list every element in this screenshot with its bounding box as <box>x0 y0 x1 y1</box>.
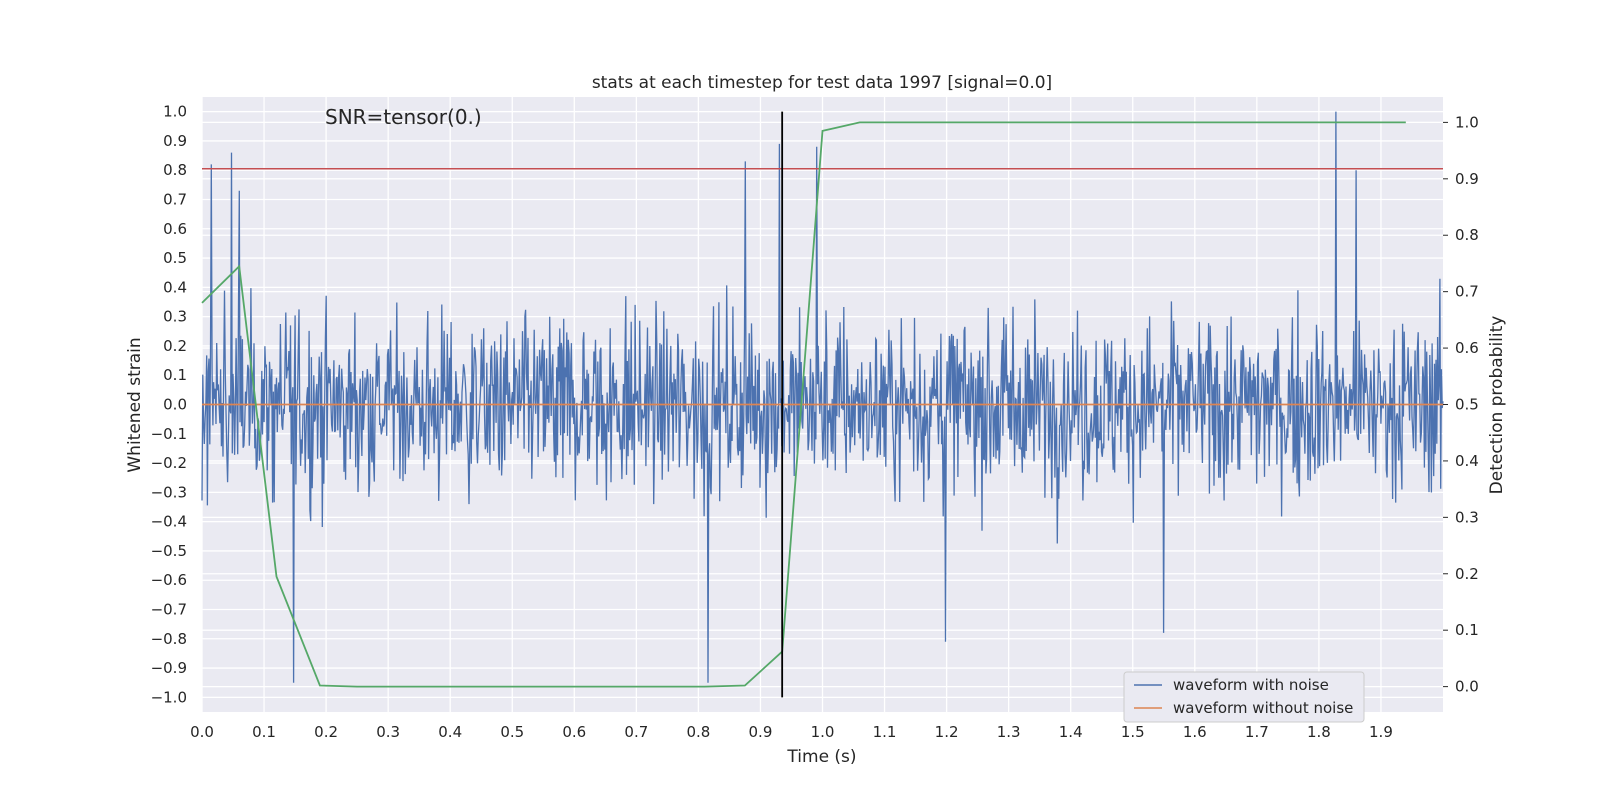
y-tick-label: −0.6 <box>151 571 187 589</box>
right-y-tick-label: 0.5 <box>1455 396 1479 414</box>
x-tick-label: 0.6 <box>562 723 586 741</box>
right-y-tick-label: 0.4 <box>1455 452 1479 470</box>
x-tick-label: 1.1 <box>873 723 897 741</box>
y-tick-label: −1.0 <box>151 688 187 706</box>
x-tick-label: 0.8 <box>686 723 710 741</box>
x-tick-label: 0.1 <box>252 723 276 741</box>
y-tick-label: 0.7 <box>163 191 187 209</box>
chart-title: stats at each timestep for test data 199… <box>592 73 1052 93</box>
y-tick-label: 0.1 <box>163 366 187 384</box>
y-tick-label: 0.3 <box>163 308 187 326</box>
y-tick-label: −0.2 <box>151 454 187 472</box>
series-waveform-with-noise <box>201 111 1444 683</box>
right-y-axis-label: Detection probability <box>1487 316 1507 495</box>
series-detection-probability <box>201 121 1406 688</box>
x-tick-label: 1.8 <box>1307 723 1331 741</box>
y-tick-label: 0.9 <box>163 132 187 150</box>
legend-label-noise: waveform with noise <box>1173 676 1329 694</box>
y-tick-label: 1.0 <box>163 103 187 121</box>
y-tick-label: −0.4 <box>151 513 187 531</box>
x-tick-label: 1.9 <box>1369 723 1393 741</box>
x-tick-label: 1.3 <box>997 723 1021 741</box>
x-axis-label: Time (s) <box>786 747 856 767</box>
y-tick-label: 0.4 <box>163 278 187 296</box>
x-tick-label: 1.5 <box>1121 723 1145 741</box>
right-y-tick-label: 0.0 <box>1455 678 1479 696</box>
x-tick-label: 1.6 <box>1183 723 1207 741</box>
x-tick-label: 1.4 <box>1059 723 1083 741</box>
right-y-tick-label: 1.0 <box>1455 113 1479 131</box>
x-tick-label: 0.4 <box>438 723 462 741</box>
y-tick-label: −0.9 <box>151 659 187 677</box>
x-tick-label: 0.7 <box>624 723 648 741</box>
y-tick-label: −0.8 <box>151 630 187 648</box>
x-tick-label: 1.2 <box>935 723 959 741</box>
x-tick-label: 0.2 <box>314 723 338 741</box>
y-tick-label: −0.7 <box>151 601 187 619</box>
right-y-tick-label: 0.6 <box>1455 339 1479 357</box>
right-y-tick-label: 0.9 <box>1455 170 1479 188</box>
x-tick-label: 1.0 <box>811 723 835 741</box>
y-tick-label: −0.5 <box>151 542 187 560</box>
right-y-tick-label: 0.3 <box>1455 508 1479 526</box>
x-tick-label: 1.7 <box>1245 723 1269 741</box>
y-tick-label: 0.5 <box>163 249 187 267</box>
right-y-tick-label: 0.7 <box>1455 283 1479 301</box>
snr-annotation: SNR=tensor(0.) <box>325 105 482 129</box>
x-tick-label: 0.0 <box>190 723 214 741</box>
right-y-tick-label: 0.2 <box>1455 565 1479 583</box>
y-tick-label: 0.2 <box>163 337 187 355</box>
y-tick-label: −0.1 <box>151 425 187 443</box>
x-tick-label: 0.9 <box>749 723 773 741</box>
y-tick-label: 0.0 <box>163 396 187 414</box>
y-tick-label: −0.3 <box>151 483 187 501</box>
legend: waveform with noise waveform without noi… <box>1123 671 1365 723</box>
right-y-tick-label: 0.8 <box>1455 226 1479 244</box>
x-tick-label: 0.5 <box>500 723 524 741</box>
plot-layer <box>201 111 1444 698</box>
y-tick-label: 0.8 <box>163 161 187 179</box>
legend-label-clean: waveform without noise <box>1173 699 1353 717</box>
right-y-tick-label: 0.1 <box>1455 621 1479 639</box>
legend-box <box>1123 671 1365 723</box>
x-tick-label: 0.3 <box>376 723 400 741</box>
ticks: 0.0 0.1 0.2 0.3 0.4 0.5 0.6 0.7 0.8 0.9 1.0 1.1 1.2 1… <box>151 103 1479 741</box>
y-tick-label: 0.6 <box>163 220 187 238</box>
y-axis-label: Whitened strain <box>125 337 145 472</box>
